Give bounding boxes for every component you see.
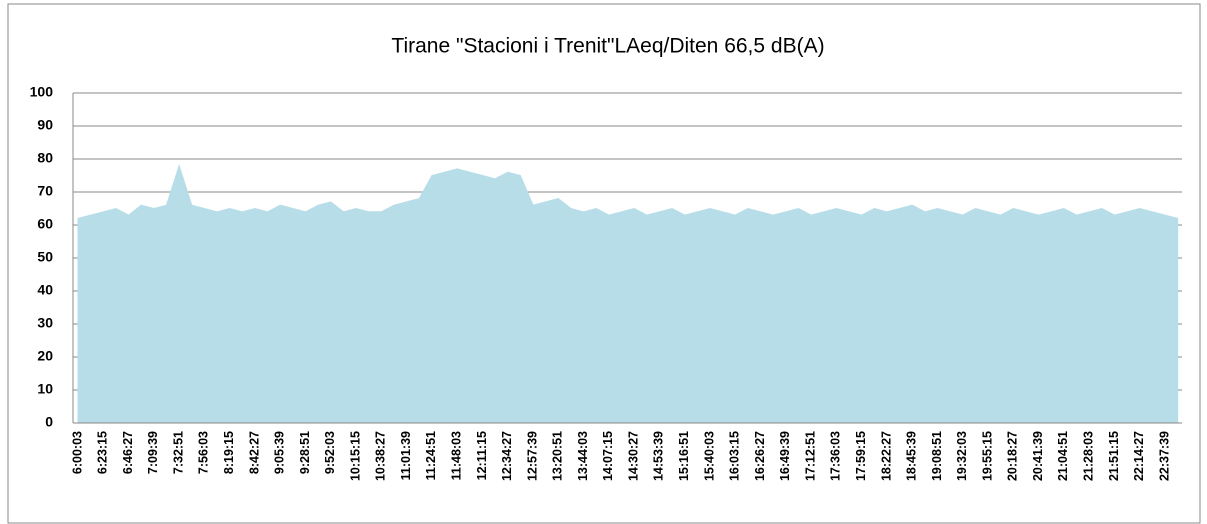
x-tick-label: 20:18:27 [1006, 431, 1020, 481]
x-tick-label: 9:05:39 [273, 431, 287, 474]
x-tick-label: 12:57:39 [525, 431, 539, 481]
x-tick-label: 10:38:27 [374, 431, 388, 481]
x-tick-label: 16:49:39 [778, 431, 792, 481]
x-tick-label: 20:41:39 [1031, 431, 1045, 481]
x-tick-label: 21:28:03 [1081, 431, 1095, 481]
y-tick-label: 40 [37, 282, 53, 298]
area [77, 163, 1179, 424]
x-tick-label: 11:01:39 [399, 431, 413, 480]
y-tick-label: 60 [37, 216, 53, 232]
x-tick-label: 6:46:27 [121, 431, 135, 474]
chart-title: Tirane "Stacioni i Trenit"LAeq/Diten 66,… [391, 35, 824, 58]
x-tick-label: 9:28:51 [298, 431, 312, 474]
x-tick-label: 19:08:51 [930, 431, 944, 481]
x-tick-label: 10:15:15 [348, 431, 362, 481]
x-tick-label: 11:24:51 [424, 431, 438, 480]
x-tick-label: 7:09:39 [146, 431, 160, 474]
y-tick-label: 50 [37, 249, 53, 265]
x-tick-label: 6:00:03 [70, 431, 84, 474]
x-tick-label: 17:59:15 [854, 431, 868, 481]
x-tick-label: 11:48:03 [449, 431, 463, 480]
y-tick-label: 80 [37, 150, 53, 166]
x-tick-label: 18:45:39 [905, 431, 919, 481]
y-tick-label: 90 [37, 117, 53, 133]
x-tick-label: 18:22:27 [879, 431, 893, 481]
x-tick-label: 22:14:27 [1132, 431, 1146, 481]
y-tick-label: 20 [37, 348, 53, 364]
x-tick-label: 19:32:03 [955, 431, 969, 481]
x-tick-label: 21:51:15 [1107, 431, 1121, 481]
x-tick-label: 16:26:27 [753, 431, 767, 481]
x-tick-label: 12:11:15 [475, 431, 489, 480]
x-tick-label: 15:16:51 [677, 431, 691, 481]
x-tick-label: 17:12:51 [803, 431, 817, 481]
x-tick-label: 14:53:39 [652, 431, 666, 481]
x-tick-label: 21:04:51 [1056, 431, 1070, 481]
y-tick-label: 70 [37, 183, 53, 199]
y-tick-label: 0 [45, 414, 53, 430]
y-tick-label: 10 [37, 381, 53, 397]
x-tick-label: 7:56:03 [197, 431, 211, 474]
x-tick-label: 14:07:15 [601, 431, 615, 481]
x-tick-label: 17:36:03 [829, 431, 843, 481]
x-tick-label: 16:03:15 [728, 431, 742, 481]
x-tick-label: 13:44:03 [576, 431, 590, 481]
x-tick-label: 9:52:03 [323, 431, 337, 474]
x-tick-label: 19:55:15 [980, 431, 994, 481]
x-tick-label: 15:40:03 [702, 431, 716, 481]
x-tick-label: 14:30:27 [626, 431, 640, 481]
x-tick-label: 8:42:27 [247, 431, 261, 474]
x-tick-label: 8:19:15 [222, 431, 236, 474]
x-tick-label: 7:32:51 [171, 431, 185, 474]
y-tick-label: 100 [30, 84, 54, 100]
x-tick-label: 13:20:51 [551, 431, 565, 481]
x-tick-label: 12:34:27 [500, 431, 514, 481]
x-tick-label: 22:37:39 [1157, 431, 1171, 481]
x-tick-label: 6:23:15 [96, 431, 110, 474]
y-tick-label: 30 [37, 315, 53, 331]
